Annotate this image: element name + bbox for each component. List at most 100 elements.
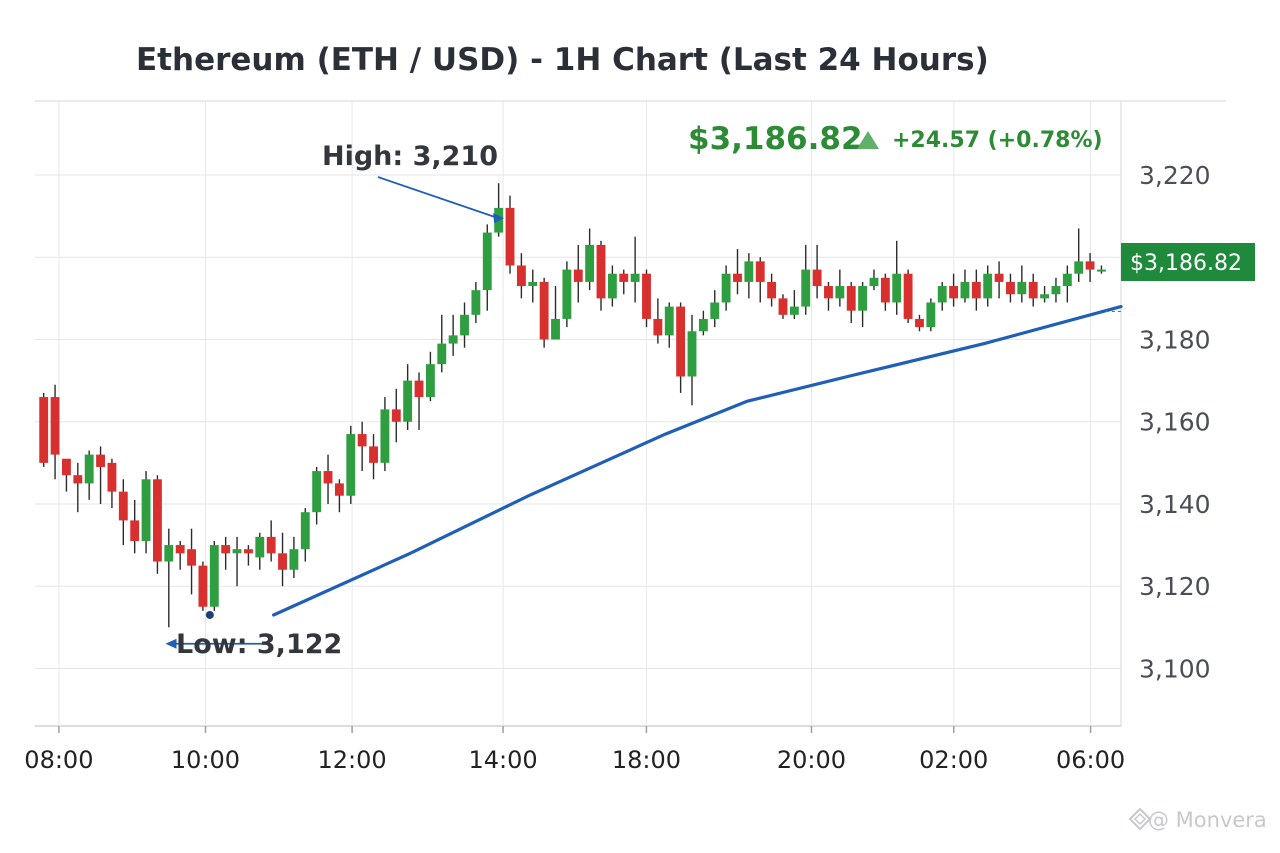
candle-body bbox=[1028, 281, 1038, 299]
candle-body bbox=[300, 512, 310, 550]
candle-body bbox=[130, 520, 140, 541]
x-tick-label: 20:00 bbox=[777, 746, 846, 774]
x-tick-label: 14:00 bbox=[468, 746, 537, 774]
price-tag-label: $3,186.82 bbox=[1130, 251, 1242, 276]
candle-body bbox=[482, 232, 492, 291]
high-arrow-head bbox=[493, 213, 505, 224]
candle-body bbox=[425, 364, 435, 398]
candle-body bbox=[152, 479, 162, 562]
candle-body bbox=[733, 273, 742, 282]
candle-body bbox=[573, 269, 583, 282]
candle-body bbox=[698, 318, 708, 332]
x-tick-label: 06:00 bbox=[1056, 746, 1125, 774]
low-label: Low: 3,122 bbox=[176, 629, 342, 660]
candle-body bbox=[721, 273, 731, 303]
candle-body bbox=[164, 545, 174, 562]
candle-body bbox=[767, 281, 777, 299]
x-tick-label: 18:00 bbox=[612, 746, 681, 774]
candle-body bbox=[960, 281, 970, 299]
candle-body bbox=[835, 286, 845, 299]
y-tick-label: 3,140 bbox=[1139, 490, 1211, 519]
y-axis: 3,100 3,120 3,140 3,160 3,180 3,220 bbox=[1139, 161, 1211, 683]
candlestick-series bbox=[39, 183, 1106, 628]
watermark: @ Monvera bbox=[1128, 807, 1267, 832]
candle-body bbox=[391, 409, 401, 422]
candle-body bbox=[437, 343, 447, 365]
trendline bbox=[205, 305, 1123, 619]
candle-body bbox=[1040, 294, 1050, 299]
candle-body bbox=[937, 286, 947, 303]
candle-body bbox=[141, 479, 151, 541]
candle-body bbox=[710, 302, 720, 319]
candle-body bbox=[846, 286, 856, 311]
chart-grid bbox=[35, 100, 1226, 727]
candle-body bbox=[664, 306, 674, 336]
candle-body bbox=[312, 471, 322, 513]
candle-body bbox=[334, 483, 344, 496]
candle-body bbox=[61, 458, 71, 476]
candle-body bbox=[346, 434, 356, 496]
candle-body bbox=[824, 286, 833, 299]
candle-body bbox=[255, 536, 265, 558]
candle-body bbox=[84, 454, 94, 484]
annotations: High: 3,210 Low: 3,122 bbox=[165, 141, 1121, 660]
y-tick-label: 3,220 bbox=[1139, 161, 1211, 190]
y-tick-label: 3,180 bbox=[1139, 325, 1211, 354]
candle-body bbox=[801, 269, 811, 307]
chart-title: Ethereum (ETH / USD) - 1H Chart (Last 24… bbox=[136, 42, 989, 78]
candle-body bbox=[630, 273, 640, 282]
candle-body bbox=[596, 244, 606, 299]
candle-body bbox=[687, 331, 697, 377]
candle-body bbox=[357, 434, 367, 447]
candle-body bbox=[880, 277, 890, 303]
trendline-path bbox=[272, 305, 1123, 617]
x-tick-label: 08:00 bbox=[24, 746, 93, 774]
candle-body bbox=[516, 265, 526, 287]
candle-body bbox=[118, 491, 128, 521]
candle-body bbox=[971, 281, 981, 299]
diamond-logo-icon bbox=[1128, 807, 1152, 831]
candle-body bbox=[266, 536, 276, 554]
candle-body bbox=[414, 380, 424, 398]
candle-body bbox=[1074, 261, 1084, 274]
current-price: $3,186.82 bbox=[688, 121, 863, 157]
y-tick-label: 3,100 bbox=[1139, 654, 1211, 683]
candle-body bbox=[789, 306, 799, 315]
candle-body bbox=[562, 269, 572, 319]
x-tick-label: 12:00 bbox=[318, 746, 387, 774]
y-tick-label: 3,160 bbox=[1139, 408, 1211, 437]
candle-body bbox=[323, 471, 333, 484]
candle-body bbox=[471, 290, 481, 315]
x-tick-label: 10:00 bbox=[171, 746, 240, 774]
candle-body bbox=[73, 475, 83, 484]
x-axis: 08:00 10:00 12:00 14:00 18:00 20:00 02:00 06:00 bbox=[24, 726, 1125, 774]
candle-body bbox=[585, 244, 595, 282]
price-change: +24.57 (+0.78%) bbox=[892, 128, 1103, 153]
price-tag-bg bbox=[1121, 243, 1255, 281]
candle-body bbox=[653, 318, 663, 336]
candle-body bbox=[232, 549, 242, 554]
candle-body bbox=[528, 281, 538, 287]
candle-body bbox=[926, 302, 936, 328]
candle-body bbox=[1017, 281, 1027, 295]
candle-body bbox=[915, 318, 924, 328]
candle-body bbox=[551, 318, 560, 340]
candle-body bbox=[289, 549, 299, 570]
candle-body bbox=[949, 286, 959, 299]
trendline-anchor bbox=[205, 610, 214, 619]
candle-body bbox=[198, 565, 208, 607]
triangle-up-icon bbox=[857, 131, 879, 149]
candle-body bbox=[983, 273, 993, 299]
candle-body bbox=[243, 549, 253, 554]
candle-body bbox=[39, 397, 49, 463]
candle-body bbox=[380, 409, 390, 463]
candle-body bbox=[187, 549, 196, 566]
candle-body bbox=[1097, 269, 1106, 272]
candle-body bbox=[903, 273, 913, 319]
y-tick-label: 3,120 bbox=[1139, 572, 1211, 601]
candle-body bbox=[642, 273, 651, 319]
high-label: High: 3,210 bbox=[322, 141, 498, 172]
candle-body bbox=[869, 277, 879, 287]
candle-body bbox=[50, 397, 60, 455]
